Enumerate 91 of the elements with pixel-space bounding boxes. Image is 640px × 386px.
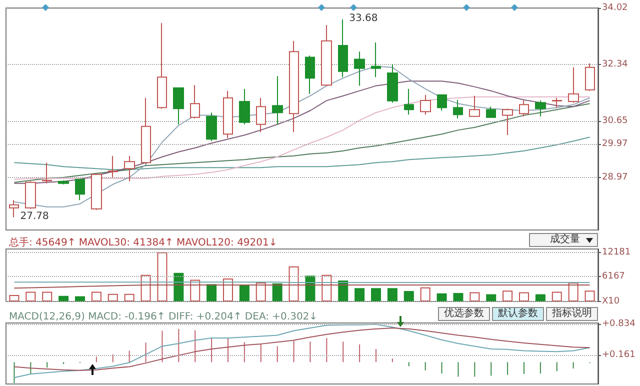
candlestick [437, 94, 447, 112]
bar [354, 288, 365, 302]
bar [157, 252, 168, 302]
bar [436, 293, 447, 302]
candlestick [552, 97, 562, 108]
bar [404, 291, 414, 302]
line-series [14, 136, 590, 170]
candlestick [420, 94, 431, 116]
candlestick [502, 108, 513, 136]
bar [502, 290, 513, 302]
candlestick [239, 88, 250, 125]
bar [584, 290, 595, 302]
y-tick-label: +0.834 [602, 319, 636, 330]
bar [256, 282, 266, 302]
text: 默认参数 [492, 307, 544, 321]
candlestick [190, 84, 200, 119]
candlestick [42, 162, 52, 184]
bar [206, 284, 217, 302]
candlestick [585, 62, 595, 92]
annotation: 33.68 [349, 12, 378, 24]
candlestick [404, 88, 414, 116]
candlestick [256, 97, 266, 133]
candlestick [519, 100, 529, 117]
bar [453, 293, 464, 302]
bar [272, 283, 282, 302]
candlestick [91, 172, 102, 210]
bar [305, 276, 316, 302]
text: 指标说明 [546, 307, 598, 321]
bar [486, 294, 496, 302]
bar [568, 282, 578, 302]
candlestick [157, 22, 167, 110]
candlestick [354, 51, 365, 86]
candlestick [9, 200, 19, 218]
bar [470, 292, 480, 302]
text: 成交量 [529, 233, 598, 247]
y-tick-label: +0.161 [602, 350, 636, 360]
candlestick [173, 87, 184, 125]
text: 优选参数 [438, 307, 490, 321]
annotation: 27.78 [20, 210, 49, 222]
candlestick [387, 64, 398, 104]
candlestick [371, 42, 381, 78]
chart-title: MACD(12,26,9) MACD: -0.196↑ DIFF: +0.204↑ DEA: +0.302↓ [9, 312, 318, 322]
candlestick [206, 112, 217, 142]
candlestick [141, 97, 151, 164]
bar [174, 272, 184, 302]
bar [371, 288, 381, 302]
candlestick [108, 155, 118, 178]
candlestick [568, 66, 579, 104]
y-tick-label: 34.02 [602, 3, 628, 13]
candlestick [305, 55, 315, 94]
candlestick [289, 40, 299, 133]
bar [387, 288, 398, 302]
bar [420, 287, 430, 302]
y-tick-label: 12181 [602, 247, 631, 258]
bar [75, 296, 85, 302]
bar [91, 292, 102, 302]
y-tick-label: 28.97 [602, 172, 628, 182]
candlestick [58, 180, 69, 185]
candlestick [535, 100, 546, 117]
bar [552, 292, 562, 302]
candlestick [25, 180, 36, 210]
y-tick-label: 30.65 [602, 116, 628, 126]
bar [288, 266, 299, 302]
bar [108, 294, 118, 302]
chart-title: 总手: 45649↑ MAVOL30: 41384↑ MAVOL120: 49201↓ [8, 236, 278, 248]
bar [124, 294, 134, 302]
candlestick [223, 90, 233, 139]
bar [9, 295, 20, 302]
line-series [14, 80, 590, 184]
candlestick [486, 106, 496, 118]
bar [26, 292, 36, 302]
candlestick [75, 178, 85, 201]
bar [58, 296, 69, 302]
bar [519, 292, 529, 302]
bar [223, 278, 233, 302]
candlestick [124, 155, 135, 182]
candlestick [469, 95, 480, 117]
line-series [14, 324, 590, 378]
bar [190, 280, 200, 302]
candlestick [338, 18, 348, 78]
y-tick-label: X10 [602, 296, 620, 306]
candlestick [272, 76, 283, 125]
bar [338, 280, 348, 302]
bar [239, 285, 250, 302]
candlestick [453, 99, 463, 119]
y-tick-label: 29.97 [602, 138, 628, 149]
y-tick-label: 32.34 [602, 59, 628, 70]
candlestick [321, 24, 332, 86]
bar [535, 294, 546, 302]
y-tick-label: 6167 [602, 272, 625, 282]
bar [42, 292, 52, 302]
